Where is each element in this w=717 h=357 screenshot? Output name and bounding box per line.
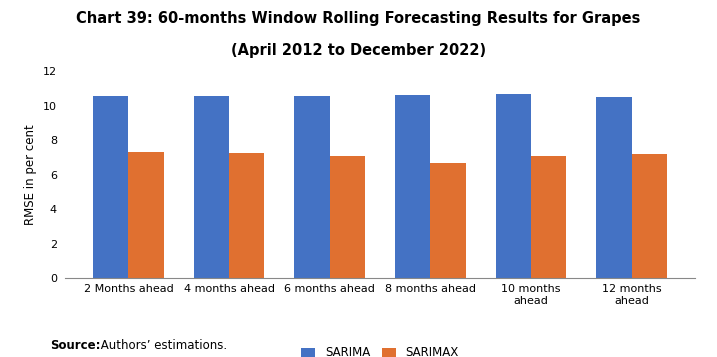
Bar — [229, 154, 265, 278]
Text: (April 2012 to December 2022): (April 2012 to December 2022) — [231, 43, 486, 58]
Y-axis label: RMSE in per cent: RMSE in per cent — [24, 125, 37, 225]
Bar — [295, 96, 330, 278]
Bar — [395, 95, 430, 278]
Bar — [531, 156, 566, 278]
Bar — [194, 96, 229, 278]
Bar — [632, 154, 667, 278]
Bar — [128, 152, 163, 278]
Bar — [495, 94, 531, 278]
Legend: SARIMA, SARIMAX: SARIMA, SARIMAX — [301, 347, 459, 357]
Text: Chart 39: 60-months Window Rolling Forecasting Results for Grapes: Chart 39: 60-months Window Rolling Forec… — [76, 11, 641, 26]
Bar — [597, 97, 632, 278]
Text: Source:: Source: — [50, 339, 100, 352]
Bar — [93, 96, 128, 278]
Bar — [430, 163, 465, 278]
Bar — [330, 156, 365, 278]
Text: Authors’ estimations.: Authors’ estimations. — [97, 339, 227, 352]
